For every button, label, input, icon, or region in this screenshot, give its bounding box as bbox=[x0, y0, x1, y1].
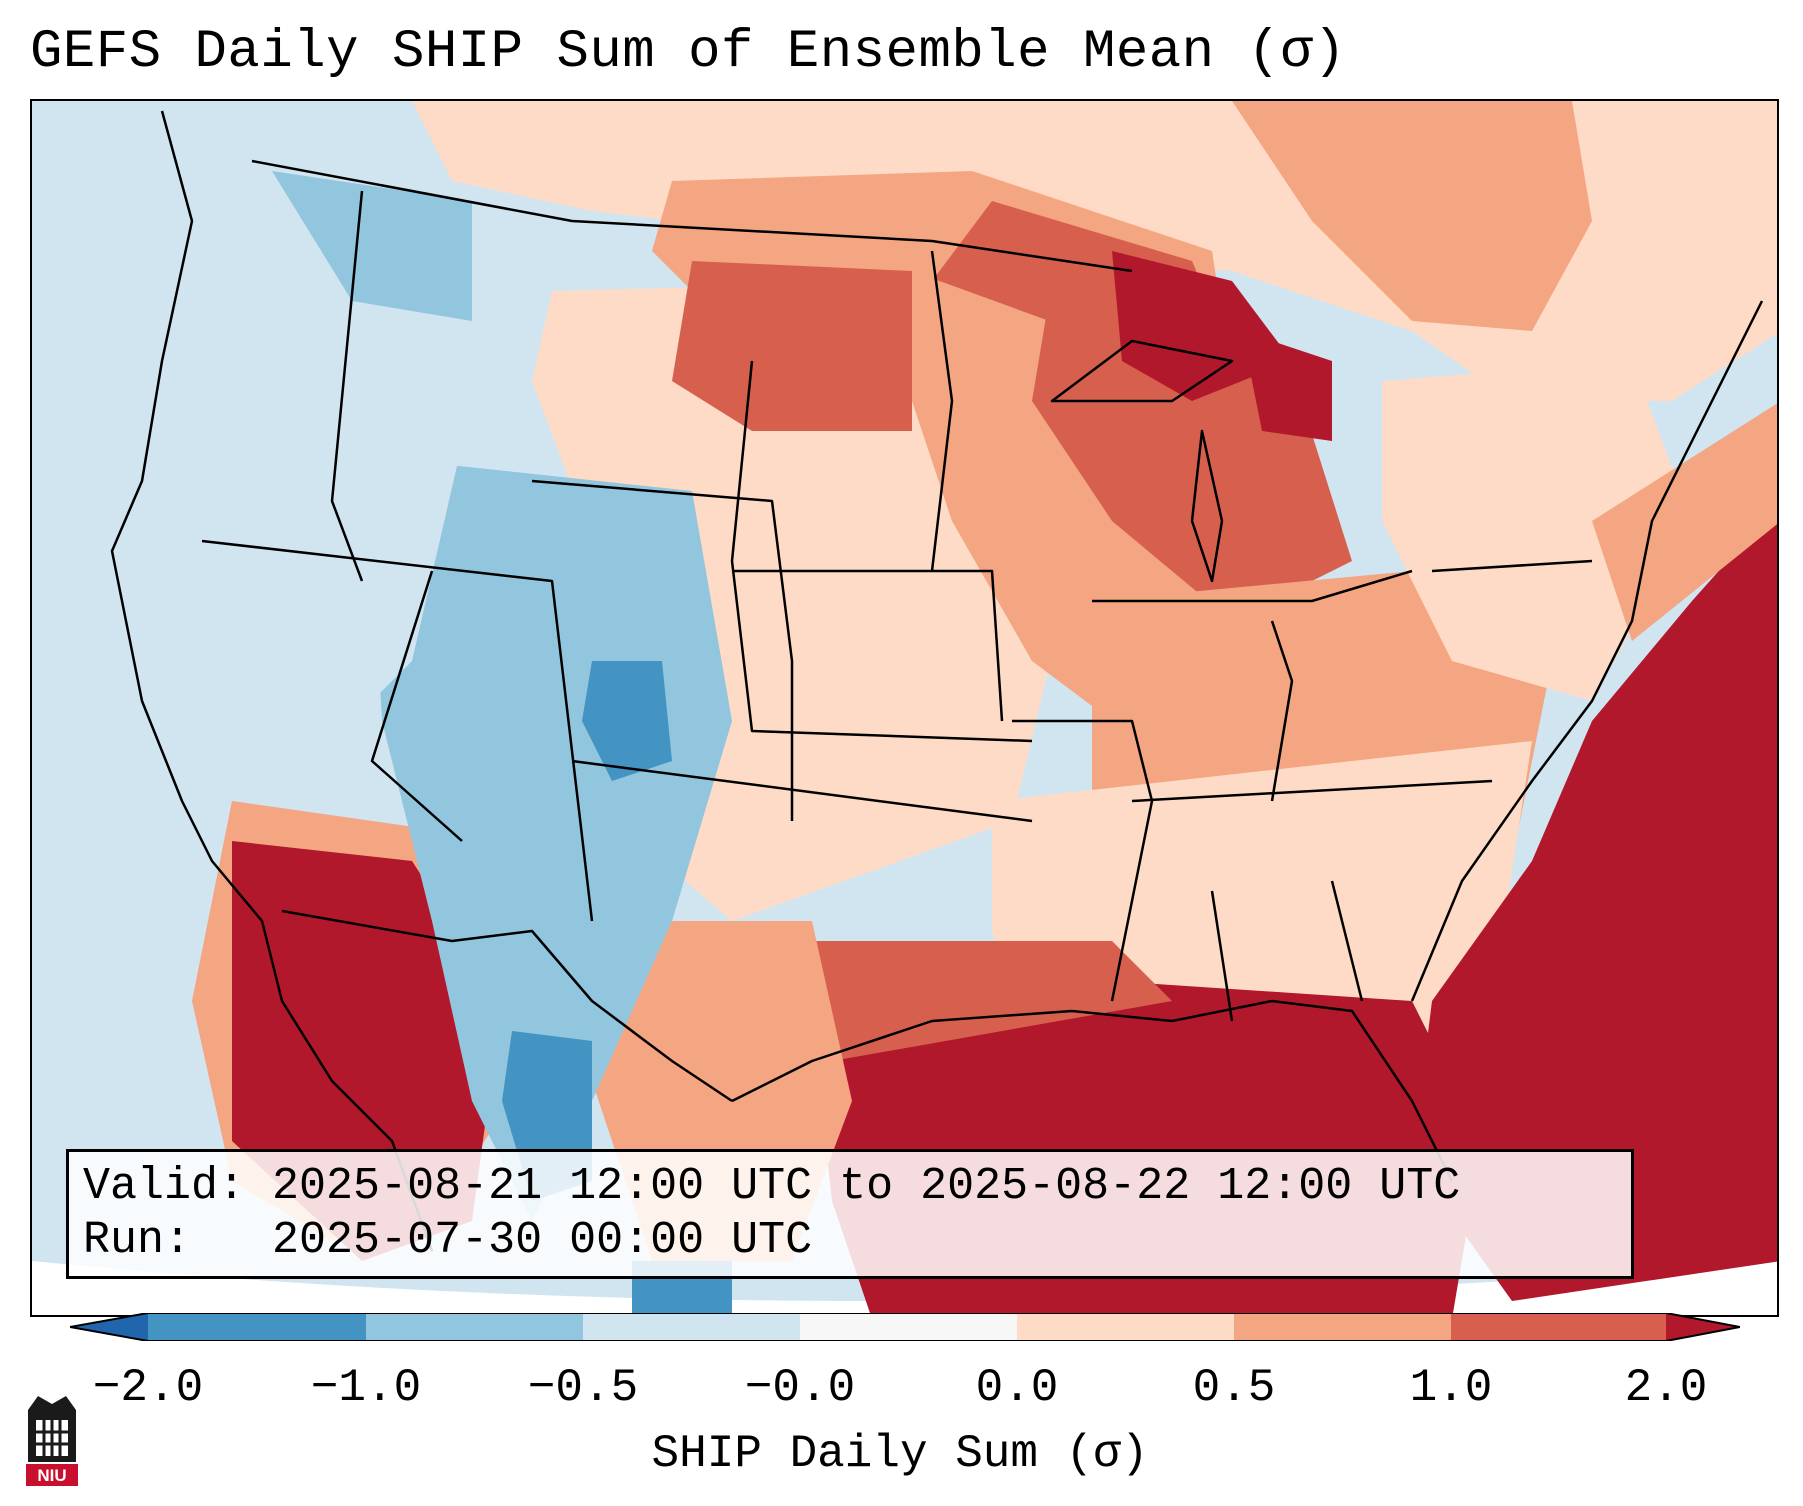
state-line-4 bbox=[531, 479, 794, 821]
colorbar-segment-2 bbox=[583, 1313, 800, 1341]
map-canvas bbox=[32, 101, 1777, 1315]
region-colorado-core bbox=[582, 661, 672, 781]
state-line-8 bbox=[1012, 719, 1154, 1002]
state-line-2 bbox=[201, 539, 594, 922]
state-line-1 bbox=[330, 190, 364, 582]
run-label: Run: bbox=[83, 1215, 192, 1266]
region-atlantic-ocean bbox=[1412, 505, 1777, 1301]
region-lake-superior bbox=[1112, 251, 1292, 401]
valid-value: 2025-08-21 12:00 UTC to 2025-08-22 12:00… bbox=[272, 1161, 1461, 1212]
state-line-14 bbox=[1431, 559, 1593, 573]
state-line-15 bbox=[930, 250, 954, 572]
colorbar-tick-2: −0.5 bbox=[527, 1362, 639, 1414]
colorbar-segment-1 bbox=[366, 1313, 583, 1341]
colorbar-tick-0: −2.0 bbox=[92, 1362, 204, 1414]
colorbar-segment-5 bbox=[1234, 1313, 1451, 1341]
valid-run-info-box: Valid: 2025-08-21 12:00 UTC to 2025-08-2… bbox=[66, 1149, 1634, 1279]
map-panel bbox=[30, 99, 1779, 1317]
state-line-13 bbox=[1270, 620, 1294, 802]
colorbar-segment-0 bbox=[148, 1313, 366, 1341]
niu-logo: NIU bbox=[26, 1396, 78, 1486]
us-canada-border bbox=[251, 159, 1133, 273]
colorbar-segment-3 bbox=[800, 1313, 1017, 1341]
state-line-6 bbox=[732, 569, 1004, 722]
region-quebec bbox=[1232, 101, 1592, 331]
state-line-12 bbox=[1330, 880, 1364, 1002]
coastline-west bbox=[110, 110, 434, 1252]
colorbar-tick-5: 0.5 bbox=[1192, 1362, 1276, 1414]
region-northeast bbox=[1382, 361, 1692, 701]
lake-superior-outline bbox=[1050, 339, 1234, 403]
region-atlantic-edge bbox=[1592, 403, 1777, 641]
region-michigan bbox=[1242, 331, 1332, 441]
run-value: 2025-07-30 00:00 UTC bbox=[272, 1215, 813, 1266]
region-idaho-montana bbox=[272, 171, 472, 321]
colorbar-tick-3: −0.0 bbox=[744, 1362, 856, 1414]
state-line-5 bbox=[730, 360, 1033, 743]
logo-text: NIU bbox=[37, 1466, 66, 1485]
region-pacific-northwest bbox=[112, 191, 472, 801]
chart-title: GEFS Daily SHIP Sum of Ensemble Mean (σ) bbox=[30, 22, 1347, 83]
atlantic-coast bbox=[1410, 300, 1764, 1002]
colorbar-over-arrow bbox=[1666, 1313, 1740, 1341]
colorbar-segment-6 bbox=[1451, 1313, 1666, 1341]
borders bbox=[110, 110, 1764, 1252]
gulf-coast bbox=[731, 999, 1454, 1182]
region-rockies-negative bbox=[372, 461, 732, 1221]
lake-michigan bbox=[1190, 429, 1224, 583]
valid-label: Valid: bbox=[83, 1161, 246, 1212]
colorbar-segment-4 bbox=[1017, 1313, 1234, 1341]
colorbar-tick-6: 1.0 bbox=[1409, 1362, 1493, 1414]
colorbar-tick-1: −1.0 bbox=[310, 1362, 422, 1414]
us-mexico-border bbox=[281, 909, 733, 1103]
colorbar bbox=[70, 1313, 1740, 1341]
colorbar-tick-4: 0.0 bbox=[975, 1362, 1059, 1414]
state-line-9 bbox=[1092, 569, 1413, 603]
colorbar-label: SHIP Daily Sum (σ) bbox=[651, 1428, 1149, 1480]
state-line-3 bbox=[370, 570, 463, 842]
colorbar-under-arrow bbox=[70, 1313, 148, 1341]
colorbar-tick-7: 2.0 bbox=[1624, 1362, 1708, 1414]
region-dakotas bbox=[672, 261, 912, 431]
state-line-7 bbox=[571, 759, 1033, 823]
state-line-11 bbox=[1210, 890, 1234, 1022]
state-line-10 bbox=[1131, 779, 1493, 803]
